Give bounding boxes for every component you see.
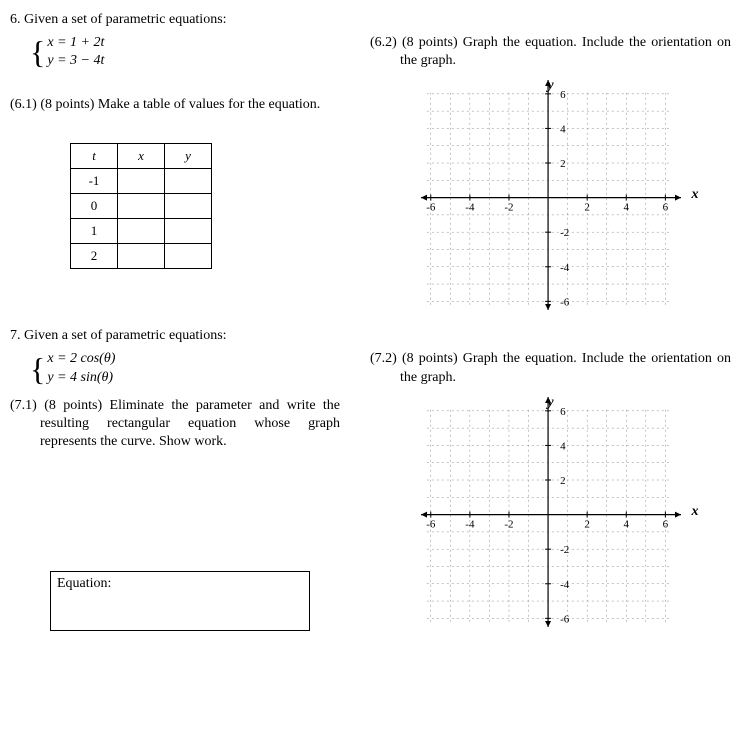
- values-table: t x y -1 0 1 2: [70, 143, 212, 269]
- problem-7-2-points: (8 points): [402, 351, 458, 366]
- svg-text:-6: -6: [560, 297, 570, 309]
- problem-7-intro-text: Given a set of parametric equations:: [24, 328, 227, 343]
- table-row-t-val: -1: [71, 168, 118, 193]
- svg-text:4: 4: [560, 124, 566, 136]
- svg-text:6: 6: [560, 89, 566, 101]
- problem-7-2: (7.2) (8 points) Graph the equation. Inc…: [370, 350, 731, 386]
- table-cell: [118, 243, 165, 268]
- graph-6: y x -6-4-2246-6-4-2246: [421, 80, 681, 310]
- svg-text:-4: -4: [465, 518, 475, 530]
- brace-icon: {: [30, 36, 45, 68]
- problem-7-1-points: (8 points): [44, 398, 102, 413]
- problem-6-2: (6.2) (8 points) Graph the equation. Inc…: [370, 34, 731, 70]
- table-row-t-val: 1: [71, 218, 118, 243]
- equation-answer-box: Equation:: [50, 571, 310, 631]
- problem-6-1: (6.1) (8 points) Make a table of values …: [10, 96, 340, 114]
- problem-6-system: { x = 1 + 2t y = 3 − 4t: [30, 34, 340, 70]
- table-cell: [165, 243, 212, 268]
- table-cell: [165, 193, 212, 218]
- table-cell: [165, 168, 212, 193]
- problem-7: 7. Given a set of parametric equations: …: [10, 328, 731, 631]
- table-cell: [118, 193, 165, 218]
- axis-label-x: x: [692, 187, 699, 203]
- svg-text:4: 4: [560, 440, 566, 452]
- problem-7-2-label: (7.2): [370, 351, 397, 366]
- table-header-y: y: [165, 143, 212, 168]
- table-header-t: t: [71, 143, 118, 168]
- problem-7-1: (7.1) (8 points) Eliminate the parameter…: [10, 397, 340, 452]
- problem-6-eq1: x = 1 + 2t: [47, 34, 104, 52]
- graph-7: y x -6-4-2246-6-4-2246: [421, 397, 681, 627]
- svg-text:-6: -6: [426, 202, 436, 214]
- problem-6-1-label: (6.1): [10, 97, 37, 112]
- problem-7-system: { x = 2 cos(θ) y = 4 sin(θ): [30, 350, 340, 386]
- svg-text:-4: -4: [465, 202, 475, 214]
- table-cell: [118, 218, 165, 243]
- problem-6-intro-text: Given a set of parametric equations:: [24, 12, 227, 27]
- svg-text:-2: -2: [504, 202, 513, 214]
- svg-text:-6: -6: [426, 518, 436, 530]
- problem-7-1-label: (7.1): [10, 398, 37, 413]
- problem-6: 6. Given a set of parametric equations: …: [10, 12, 731, 310]
- problem-6-eq2: y = 3 − 4t: [47, 52, 104, 70]
- problem-6-2-label: (6.2): [370, 35, 397, 50]
- grid-svg: -6 -4 -2 2 4 6 -6 -4 -2 2 4 6: [421, 80, 681, 310]
- table-cell: [118, 168, 165, 193]
- axis-label-y: y: [547, 78, 553, 94]
- svg-text:2: 2: [584, 518, 590, 530]
- brace-icon: {: [30, 353, 45, 385]
- problem-6-1-points: (8 points): [40, 97, 94, 112]
- svg-text:6: 6: [662, 202, 668, 214]
- problem-6-intro: 6. Given a set of parametric equations:: [10, 12, 731, 28]
- axis-label-y: y: [547, 395, 553, 411]
- problem-6-number: 6.: [10, 12, 21, 27]
- svg-text:-4: -4: [560, 579, 570, 591]
- problem-6-2-points: (8 points): [402, 35, 458, 50]
- svg-text:2: 2: [560, 158, 566, 170]
- axis-label-x: x: [692, 504, 699, 520]
- grid-svg: -6 -4 -2 2 4 6 -6 -4 -2 2 4 6: [421, 397, 681, 627]
- svg-text:2: 2: [584, 202, 590, 214]
- problem-7-eq2: y = 4 sin(θ): [47, 369, 115, 387]
- svg-text:-6: -6: [560, 613, 570, 625]
- problem-6-1-text: Make a table of values for the equation.: [98, 97, 320, 112]
- table-row-t-val: 0: [71, 193, 118, 218]
- equation-box-label: Equation:: [57, 576, 111, 591]
- svg-text:-4: -4: [560, 262, 570, 274]
- svg-text:4: 4: [623, 202, 629, 214]
- table-header-x: x: [118, 143, 165, 168]
- table-cell: [165, 218, 212, 243]
- svg-text:6: 6: [662, 518, 668, 530]
- svg-text:-2: -2: [560, 544, 569, 556]
- table-row-t-val: 2: [71, 243, 118, 268]
- problem-7-eq1: x = 2 cos(θ): [47, 350, 115, 368]
- svg-text:-2: -2: [560, 228, 569, 240]
- svg-text:4: 4: [623, 518, 629, 530]
- svg-text:2: 2: [560, 475, 566, 487]
- problem-7-intro: 7. Given a set of parametric equations:: [10, 328, 731, 344]
- svg-text:6: 6: [560, 406, 566, 418]
- problem-7-number: 7.: [10, 328, 21, 343]
- svg-text:-2: -2: [504, 518, 513, 530]
